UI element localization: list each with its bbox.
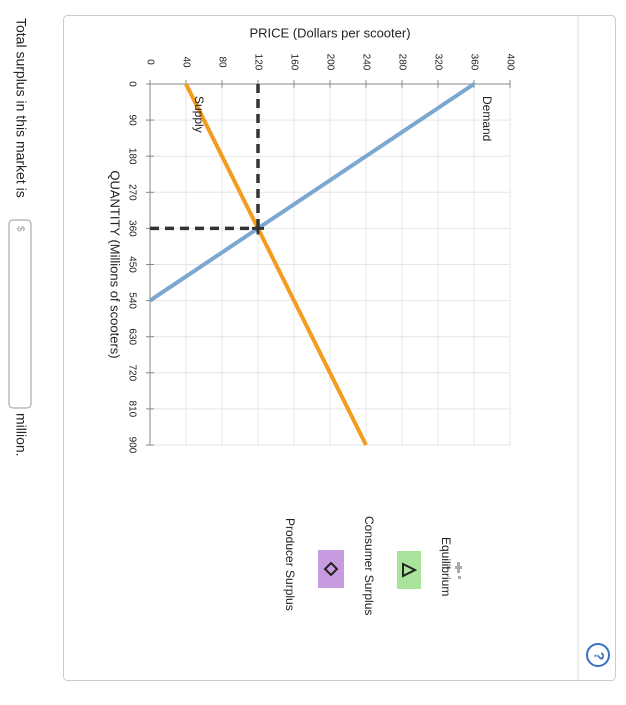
y-axis-title: PRICE (Dollars per scooter) [249,25,410,40]
y-tick-label: 0 [144,59,155,65]
legend-label: Consumer Surplus [362,516,376,615]
input-placeholder: $ [14,226,25,232]
y-tick-label: 320 [432,54,443,71]
series-label: Supply [192,96,206,133]
x-tick-label: 900 [126,437,137,454]
y-tick-label: 80 [216,56,227,68]
x-tick-label: 720 [126,364,137,381]
x-tick-label: 360 [126,220,137,237]
series-line [148,82,476,303]
equilibrium-icon[interactable] [447,562,462,579]
y-tick-label: 160 [288,54,299,71]
panel [63,15,616,681]
y-tick-label: 200 [324,54,335,71]
x-tick-label: 810 [126,401,137,418]
prompt-before: Total surplus in this market is [13,18,29,198]
legend-label: Equilibrium [439,537,453,596]
x-tick-label: 540 [126,292,137,309]
triangle-icon [402,562,418,578]
x-tick-label: 0 [126,81,137,87]
x-tick-label: 630 [126,328,137,345]
x-tick-label: 270 [126,184,137,201]
y-tick-label: 40 [180,56,191,68]
help-text: ? [591,652,607,661]
producer-surplus-icon[interactable] [318,550,344,588]
series-line [184,83,368,446]
series-label: Demand [480,96,494,141]
x-tick-label: 90 [126,115,137,127]
x-tick-label: 180 [126,148,137,165]
y-tick-label: 400 [504,54,515,71]
consumer-surplus-icon[interactable] [397,551,421,589]
help-button[interactable] [586,643,610,667]
answer-input[interactable] [8,219,32,409]
y-tick-label: 360 [468,54,479,71]
x-tick-label: 450 [126,256,137,273]
y-tick-label: 120 [252,54,263,71]
diamond-icon [323,561,339,577]
legend-label: Producer Surplus [283,518,297,611]
prompt-after: million. [13,413,29,457]
y-tick-label: 280 [396,54,407,71]
y-tick-label: 240 [360,54,371,71]
x-axis-title: QUANTITY (Millions of scooters) [108,170,123,358]
equilibrium-point [252,222,264,235]
